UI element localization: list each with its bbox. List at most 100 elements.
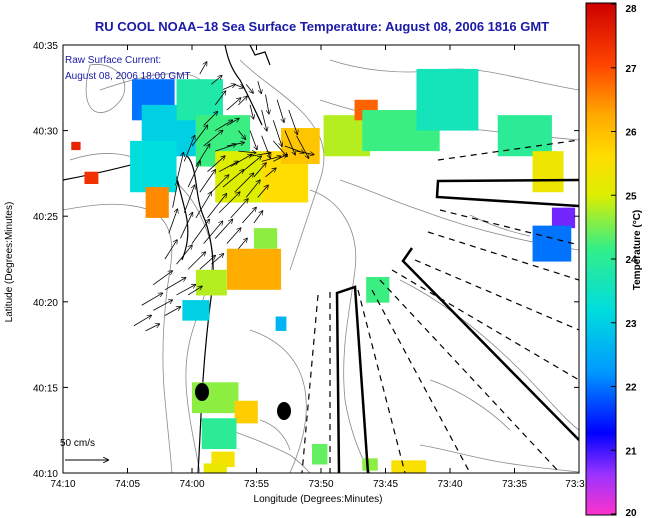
marker-dot: [277, 402, 291, 420]
current-arrow: [296, 135, 309, 158]
sst-cell: [201, 418, 237, 450]
current-arrow: [215, 144, 236, 152]
current-arrow: [183, 185, 194, 213]
sst-cell: [497, 115, 552, 157]
current-arrow: [211, 175, 228, 193]
current-arrow: [187, 286, 202, 296]
current-arrow: [234, 83, 244, 87]
x-tick-label: 73:45: [373, 479, 398, 490]
current-arrow: [296, 150, 314, 154]
current-arrow: [215, 120, 232, 131]
current-arrow: [203, 112, 218, 126]
colorbar-tick-label: 20: [625, 508, 637, 518]
current-arrow: [272, 120, 282, 146]
annotation-line1: Raw Surface Current:: [65, 55, 161, 66]
current-arrow: [191, 220, 209, 244]
x-tick-label: 74:05: [115, 479, 140, 490]
current-arrow: [265, 94, 269, 114]
y-tick-label: 40:30: [33, 127, 58, 138]
x-tick-label: 73:55: [244, 479, 269, 490]
y-tick-label: 40:15: [33, 383, 58, 394]
sst-cell: [195, 269, 227, 296]
current-arrow: [230, 154, 252, 167]
current-arrow: [238, 96, 247, 106]
current-arrow: [249, 130, 257, 150]
sst-cell: [203, 463, 227, 473]
sst-cell: [416, 68, 479, 131]
current-arrow: [176, 285, 196, 296]
x-axis-label: Longitude (Degrees:Minutes): [254, 494, 383, 505]
current-arrow: [226, 143, 244, 147]
current-arrow: [199, 170, 215, 193]
colorbar-ticks: 28 27 26 25 24 23 22 21 20: [611, 3, 637, 518]
x-tick-label: 74:00: [179, 479, 204, 490]
sst-cell: [234, 400, 258, 424]
sst-cell: [84, 171, 99, 185]
sst-cell: [362, 458, 378, 471]
y-tick-label: 40:20: [33, 298, 58, 309]
x-ticks: 74:10 74:05 74:00 73:55 73:50 73:45 73:40 73:35…: [50, 45, 585, 490]
chart-title: RU COOL NOAA–18 Sea Surface Temperature:…: [95, 19, 549, 34]
sst-cell: [176, 79, 223, 121]
colorbar: [585, 2, 617, 516]
dashed-radials: [301, 139, 579, 473]
current-arrow: [218, 192, 240, 214]
current-arrow: [183, 136, 194, 162]
current-arrow: [284, 130, 295, 155]
x-tick-label: 73:50: [308, 479, 333, 490]
current-arrow: [187, 252, 205, 270]
sst-cell: [130, 140, 177, 193]
current-arrow: [214, 91, 225, 106]
current-arrow: [164, 278, 186, 291]
current-arrow: [265, 168, 276, 178]
current-arrow: [222, 170, 244, 188]
colorbar-label: Temperature (°C): [632, 210, 643, 291]
sst-cell: [211, 451, 235, 468]
current-arrow: [238, 130, 245, 140]
colorbar-tick-label: 21: [625, 446, 637, 457]
current-arrow: [253, 211, 263, 224]
sst-cell: [532, 151, 564, 193]
x-tick-label: 73:35: [502, 479, 527, 490]
current-arrow: [164, 240, 177, 260]
current-arrow: [257, 185, 268, 198]
current-arrow: [145, 324, 160, 332]
sst-cell: [366, 276, 390, 303]
current-arrow: [234, 173, 254, 193]
colorbar-tick-label: 25: [625, 191, 637, 202]
current-arrow: [261, 109, 267, 131]
current-arrow: [238, 151, 255, 153]
colorbar-tick-label: 27: [625, 64, 637, 75]
current-arrow: [230, 199, 248, 219]
current-arrow: [288, 109, 298, 134]
current-arrow: [187, 161, 200, 188]
y-tick-label: 40:25: [33, 212, 58, 223]
current-arrow: [153, 300, 172, 311]
current-arrow: [245, 180, 260, 198]
current-arrow: [195, 192, 211, 219]
colorbar-tick-label: 28: [625, 4, 637, 15]
y-tick-label: 40:35: [33, 41, 58, 52]
sst-cell: [391, 460, 427, 473]
current-arrow: [276, 99, 284, 122]
current-arrow: [191, 125, 207, 147]
current-arrow: [207, 156, 224, 172]
sst-cell: [532, 225, 572, 262]
y-axis-label: Latitude (Degrees:Minutes): [4, 202, 15, 323]
current-arrow: [153, 271, 172, 286]
y-ticks: 40:35 40:30 40:25 40:20 40:15 40:10: [33, 41, 579, 480]
marker-dot: [195, 383, 209, 401]
current-arrow: [164, 307, 180, 316]
scale-label: 50 cm/s: [60, 438, 95, 449]
current-arrow: [226, 98, 241, 111]
current-arrow: [172, 182, 178, 208]
colorbar-tick-label: 23: [625, 319, 637, 330]
sst-cell: [145, 187, 169, 218]
current-arrow: [261, 156, 281, 162]
current-arrow: [242, 208, 256, 224]
current-arrow: [207, 194, 226, 219]
sst-cell: [226, 248, 282, 290]
y-tick-label: 40:10: [33, 469, 58, 480]
current-arrow: [250, 153, 271, 157]
